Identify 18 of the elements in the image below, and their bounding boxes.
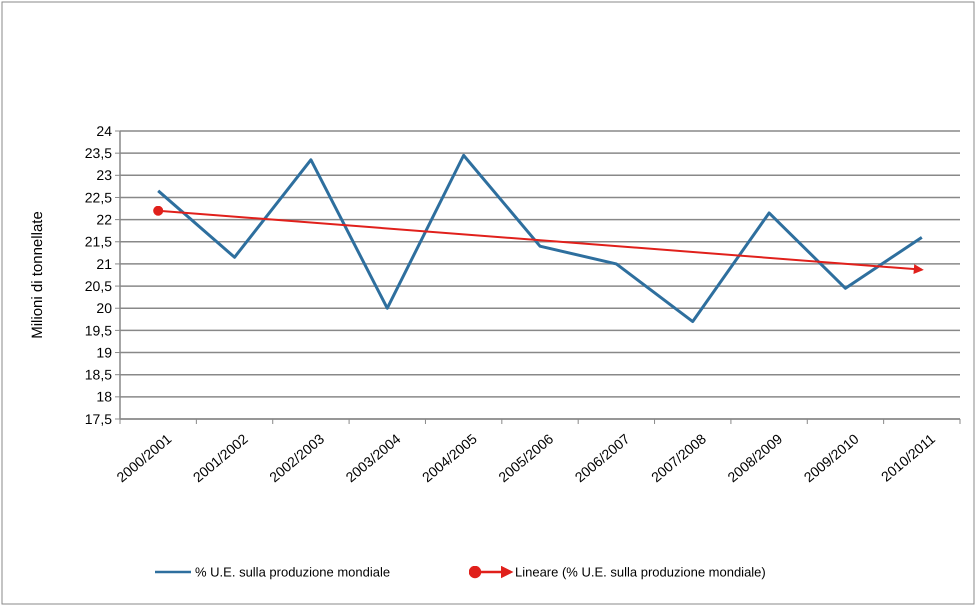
- y-tick-label: 19,5: [84, 322, 112, 338]
- y-tick-label: 23: [96, 167, 112, 184]
- y-tick-label: 21: [96, 256, 112, 272]
- line-series: [156, 154, 924, 324]
- legend-label: Lineare (% U.E. sulla produzione mondiale): [515, 564, 766, 580]
- y-tick-label: 20,5: [84, 278, 112, 294]
- y-tick-label: 24: [96, 122, 112, 139]
- y-tick-label: 22,5: [84, 189, 112, 206]
- legend-label: % U.E. sulla produzione mondiale: [195, 564, 390, 580]
- y-tick-label: 23,5: [84, 145, 112, 162]
- y-tick-label: 22: [96, 212, 112, 228]
- y-tick-label: 21,5: [84, 234, 112, 250]
- y-tick-label: 20: [96, 300, 112, 316]
- y-tick-label: 18,5: [84, 366, 112, 383]
- y-axis-title: Milioni di tonnellate: [29, 211, 46, 339]
- y-tick-label: 19: [96, 344, 112, 360]
- y-tick-label: 18: [96, 388, 112, 405]
- y-tick-label: 17,5: [84, 410, 112, 427]
